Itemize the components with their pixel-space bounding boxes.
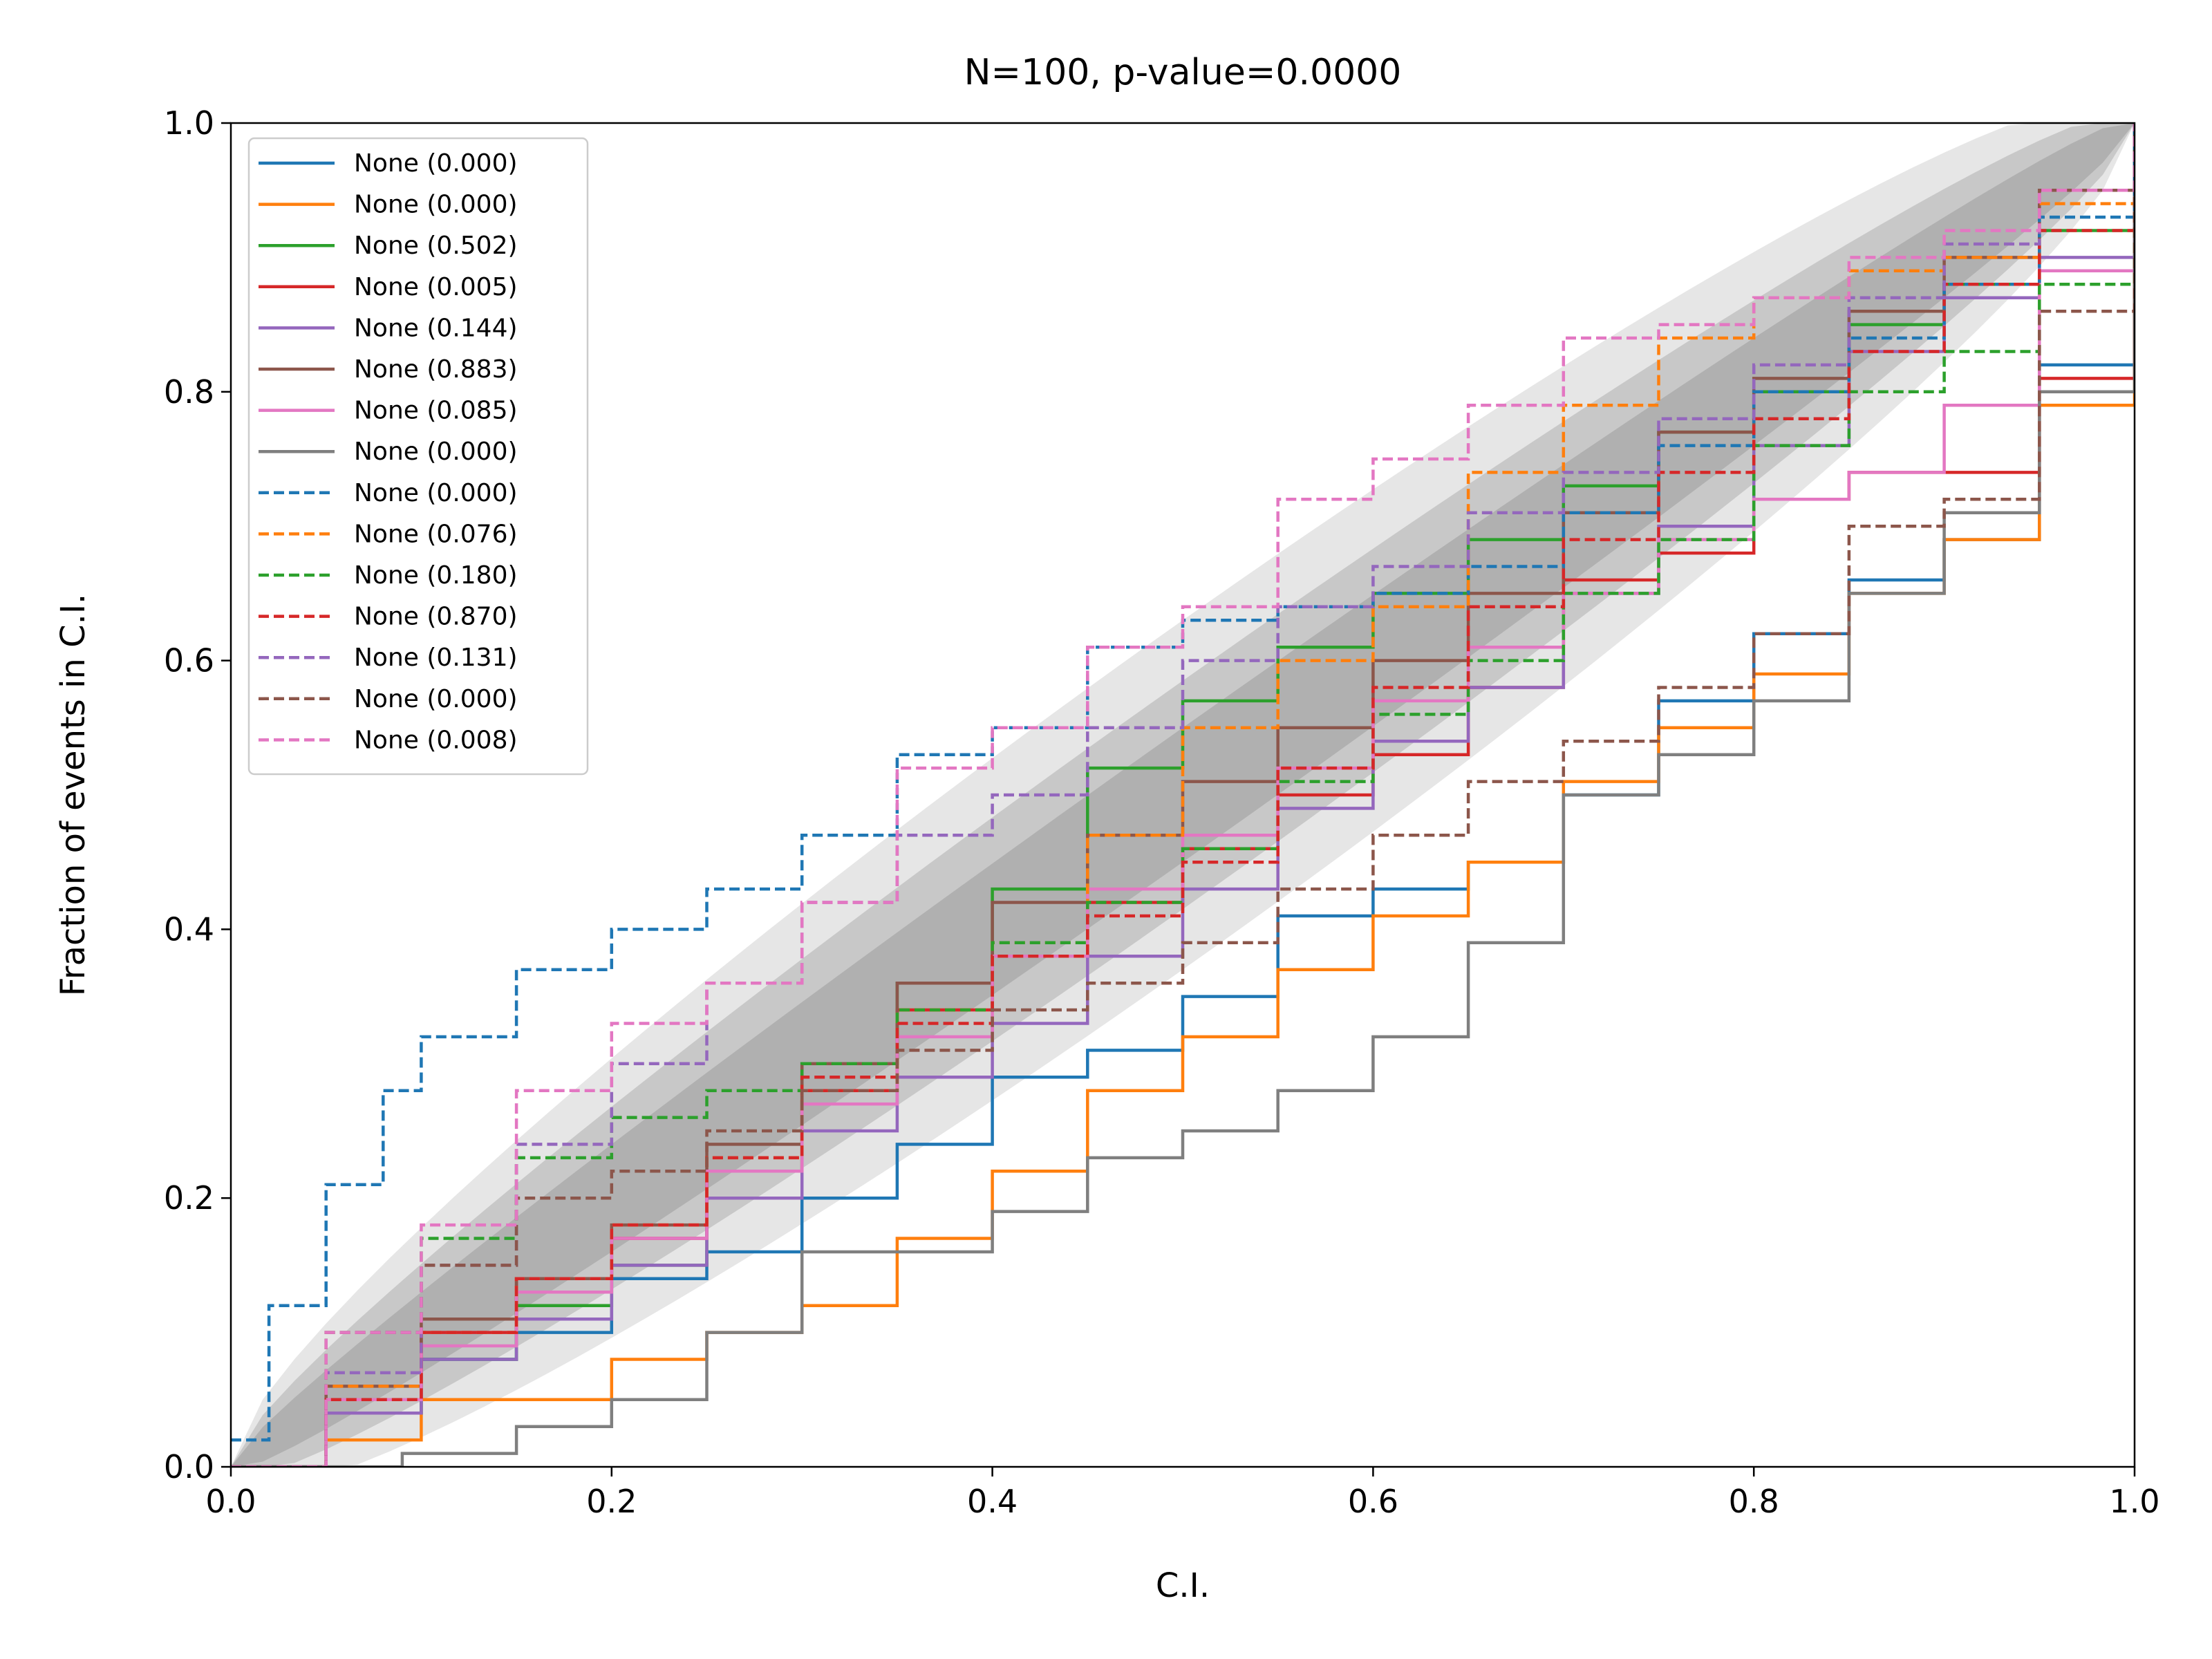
plot-area [229,122,2136,1468]
y-axis-ticks: 0.0 0.2 0.4 0.6 0.8 1.0 [164,104,231,1485]
legend-frame [247,137,589,776]
legend: None (0.000) None (0.000) None (0.502) None… [247,137,589,776]
x-axis-label: C.I. [1156,1566,1210,1605]
legend-label-0: None (0.000) [354,149,518,178]
legend-label-8: None (0.000) [354,479,518,507]
x-tick-label: 0.4 [967,1483,1018,1520]
y-tick-label: 0.6 [164,642,214,679]
y-tick-label: 0.4 [164,910,214,948]
chart-title: N=100, p-value=0.0000 [964,52,1402,93]
legend-label-5: None (0.883) [354,355,518,384]
legend-label-13: None (0.000) [354,685,518,713]
legend-label-11: None (0.870) [354,603,518,631]
series-lines [231,123,2135,1467]
legend-label-12: None (0.131) [354,644,518,672]
series-line-14 [231,123,2135,1467]
series-line-10 [231,163,2135,1467]
x-tick-label: 0.2 [586,1483,637,1520]
x-axis-ticks: 0.0 0.2 0.4 0.6 0.8 1.0 [205,1467,2160,1520]
x-tick-label: 0.6 [1348,1483,1398,1520]
legend-label-3: None (0.005) [354,273,518,301]
legend-label-14: None (0.008) [354,726,518,754]
x-tick-label: 0.8 [1729,1483,1779,1520]
series-line-13 [231,163,2135,1467]
y-tick-label: 0.0 [164,1448,214,1485]
legend-label-10: None (0.180) [354,561,518,590]
axes-frame [229,122,2136,1468]
y-axis-label: Fraction of events in C.I. [54,594,93,997]
x-tick-label: 0.0 [205,1483,256,1520]
series-line-12 [231,123,2135,1467]
y-tick-label: 1.0 [164,104,214,142]
legend-label-9: None (0.076) [354,520,518,548]
legend-label-6: None (0.085) [354,397,518,425]
legend-label-1: None (0.000) [354,191,518,219]
y-tick-label: 0.8 [164,373,214,411]
legend-label-7: None (0.000) [354,438,518,466]
y-tick-label: 0.2 [164,1179,214,1217]
legend-label-2: None (0.502) [354,232,518,260]
x-tick-label: 1.0 [2109,1483,2159,1520]
legend-label-4: None (0.144) [354,314,518,342]
series-line-11 [231,123,2135,1467]
